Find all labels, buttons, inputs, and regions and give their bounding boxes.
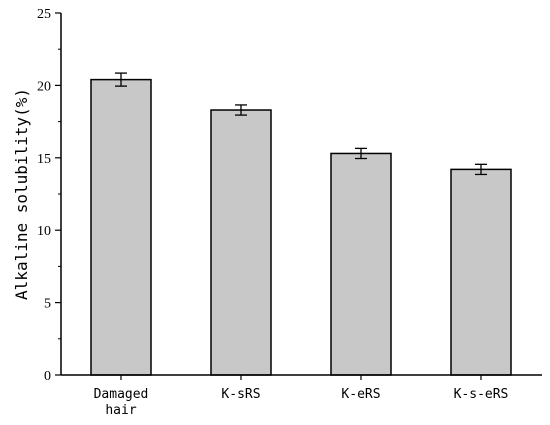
bars-group [90,78,512,376]
y-axis-title: Alkaline solubility(%) [12,88,31,300]
x-tick-label: K-sRS [221,387,260,402]
y-ticks-group: 0 5 10 15 20 25 [37,7,61,384]
bar [90,78,152,376]
y-tick-label: 10 [37,224,51,239]
error-bars-group [115,72,487,176]
bar [450,168,512,376]
y-tick-label: 15 [37,152,51,167]
y-tick-label: 0 [44,369,51,384]
y-tick-label: 5 [44,297,51,312]
y-tick-label: 25 [37,7,51,22]
x-tick-label: Damaged [94,387,149,402]
bar [330,152,392,376]
x-tick-label: K-eRS [341,387,380,402]
y-tick-label: 20 [37,79,51,94]
bar [210,109,272,376]
x-tick-label: hair [105,403,136,418]
x-tick-label: K-s-eRS [454,387,509,402]
